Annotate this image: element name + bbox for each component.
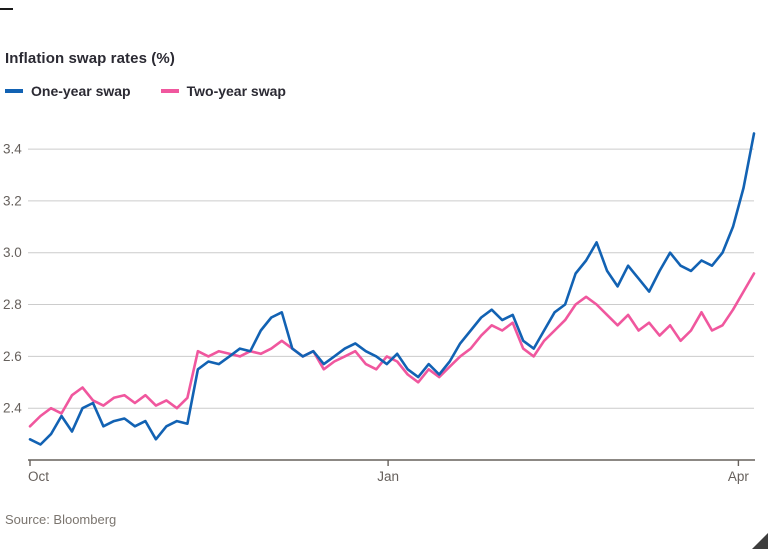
- source-note: Source: Bloomberg: [5, 512, 117, 527]
- x-tick-label: Oct: [28, 469, 49, 484]
- legend-label-one-year-swap: One-year swap: [31, 83, 131, 99]
- chart-legend: One-year swap Two-year swap: [5, 83, 286, 99]
- y-tick-label: 3.0: [3, 245, 22, 260]
- legend-label-two-year-swap: Two-year swap: [186, 83, 286, 99]
- chart-title: Inflation swap rates (%): [5, 50, 175, 67]
- y-tick-label: 2.6: [3, 349, 22, 364]
- top-left-mark: [0, 8, 13, 10]
- y-tick-label: 3.4: [3, 142, 22, 157]
- y-tick-label: 3.2: [3, 193, 22, 208]
- one-year-swap-swatch: [5, 89, 23, 93]
- two-year-swap-line: [28, 272, 756, 428]
- legend-item-two-year-swap: Two-year swap: [160, 83, 286, 99]
- x-tick-label: Jan: [377, 469, 399, 484]
- y-tick-label: 2.8: [3, 297, 22, 312]
- x-tick-label: Apr: [728, 469, 750, 484]
- y-tick-label: 2.4: [3, 401, 22, 416]
- corner-triangle: [752, 533, 768, 549]
- legend-item-one-year-swap: One-year swap: [5, 83, 131, 99]
- two-year-swap-swatch: [160, 89, 179, 93]
- one-year-swap-line: [28, 132, 756, 446]
